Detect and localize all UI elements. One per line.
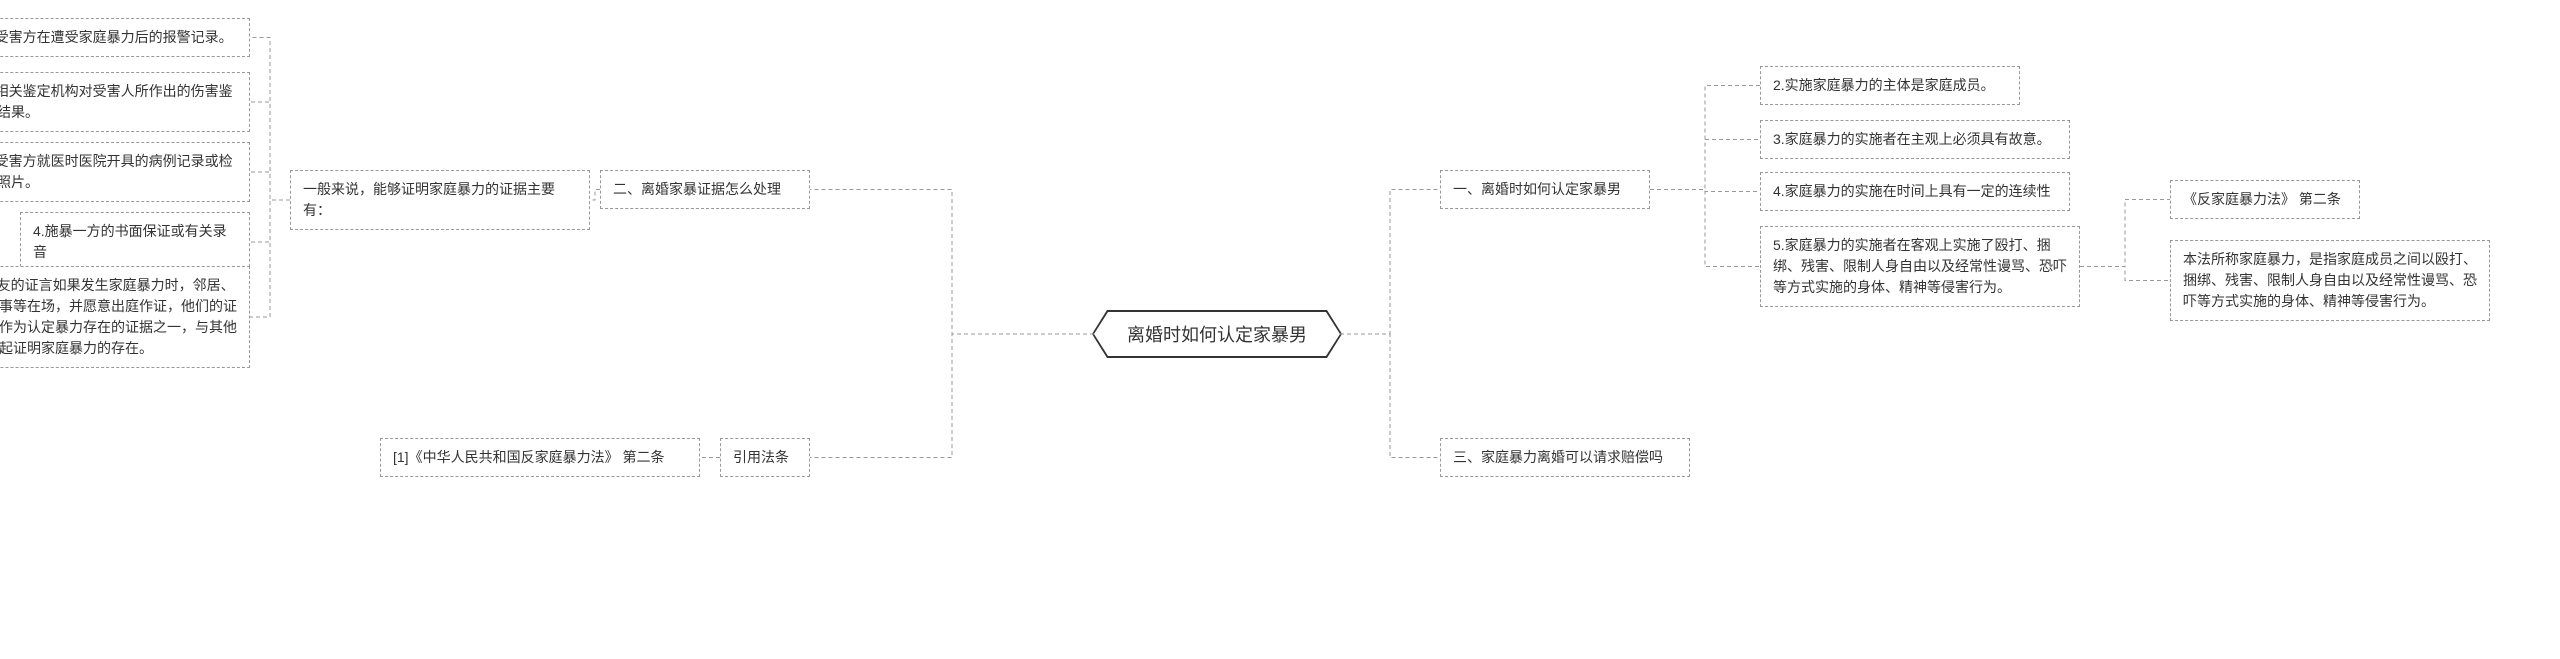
branch-l2-label: 引用法条 — [733, 449, 789, 465]
root-node: 离婚时如何认定家暴男 — [1094, 312, 1340, 356]
node-l1-c1-d2-label: 2.相关鉴定机构对受害人所作出的伤害鉴定结果。 — [0, 83, 233, 120]
root-label: 离婚时如何认定家暴男 — [1127, 321, 1307, 347]
node-l1-c1-d5-label: 5.邻居朋友的证言如果发生家庭暴力时，邻居、朋友、同事等在场，并愿意出庭作证，他… — [0, 277, 237, 356]
node-l1-c1-d1-label: 1.受害方在遭受家庭暴力后的报警记录。 — [0, 29, 233, 45]
node-r1-c1: 2.实施家庭暴力的主体是家庭成员。 — [1760, 66, 2020, 105]
node-r1-c4-d1-label: 《反家庭暴力法》 第二条 — [2183, 191, 2341, 207]
node-l2-c1: [1]《中华人民共和国反家庭暴力法》 第二条 — [380, 438, 700, 477]
branch-l2: 引用法条 — [720, 438, 810, 477]
node-r1-c3: 4.家庭暴力的实施在时间上具有一定的连续性 — [1760, 172, 2070, 211]
node-r1-c4-d2-label: 本法所称家庭暴力，是指家庭成员之间以殴打、捆绑、残害、限制人身自由以及经常性谩骂… — [2183, 251, 2477, 309]
node-r1-c3-label: 4.家庭暴力的实施在时间上具有一定的连续性 — [1773, 183, 2051, 199]
branch-r1-label: 一、离婚时如何认定家暴男 — [1453, 181, 1621, 197]
node-l1-c1-d2: 2.相关鉴定机构对受害人所作出的伤害鉴定结果。 — [0, 72, 250, 132]
node-l1-c1-label: 一般来说，能够证明家庭暴力的证据主要有： — [303, 181, 555, 218]
node-l2-c1-label: [1]《中华人民共和国反家庭暴力法》 第二条 — [393, 449, 664, 465]
branch-l1-label: 二、离婚家暴证据怎么处理 — [613, 181, 781, 197]
branch-r1: 一、离婚时如何认定家暴男 — [1440, 170, 1650, 209]
node-r1-c1-label: 2.实施家庭暴力的主体是家庭成员。 — [1773, 77, 1995, 93]
node-l1-c1: 一般来说，能够证明家庭暴力的证据主要有： — [290, 170, 590, 230]
node-l1-c1-d3-label: 3.受害方就医时医院开具的病例记录或检查照片。 — [0, 153, 233, 190]
node-l1-c1-d4-label: 4.施暴一方的书面保证或有关录音 — [33, 223, 227, 260]
branch-l1: 二、离婚家暴证据怎么处理 — [600, 170, 810, 209]
node-r1-c4-label: 5.家庭暴力的实施者在客观上实施了殴打、捆绑、残害、限制人身自由以及经常性谩骂、… — [1773, 237, 2067, 295]
node-l1-c1-d5: 5.邻居朋友的证言如果发生家庭暴力时，邻居、朋友、同事等在场，并愿意出庭作证，他… — [0, 266, 250, 368]
node-r1-c4-d1: 《反家庭暴力法》 第二条 — [2170, 180, 2360, 219]
node-r1-c4-d2: 本法所称家庭暴力，是指家庭成员之间以殴打、捆绑、残害、限制人身自由以及经常性谩骂… — [2170, 240, 2490, 321]
branch-r2: 三、家庭暴力离婚可以请求赔偿吗 — [1440, 438, 1690, 477]
node-r1-c2-label: 3.家庭暴力的实施者在主观上必须具有故意。 — [1773, 131, 2051, 147]
node-l1-c1-d4: 4.施暴一方的书面保证或有关录音 — [20, 212, 250, 272]
node-l1-c1-d1: 1.受害方在遭受家庭暴力后的报警记录。 — [0, 18, 250, 57]
branch-r2-label: 三、家庭暴力离婚可以请求赔偿吗 — [1453, 449, 1663, 465]
node-r1-c4: 5.家庭暴力的实施者在客观上实施了殴打、捆绑、残害、限制人身自由以及经常性谩骂、… — [1760, 226, 2080, 307]
node-l1-c1-d3: 3.受害方就医时医院开具的病例记录或检查照片。 — [0, 142, 250, 202]
node-r1-c2: 3.家庭暴力的实施者在主观上必须具有故意。 — [1760, 120, 2070, 159]
